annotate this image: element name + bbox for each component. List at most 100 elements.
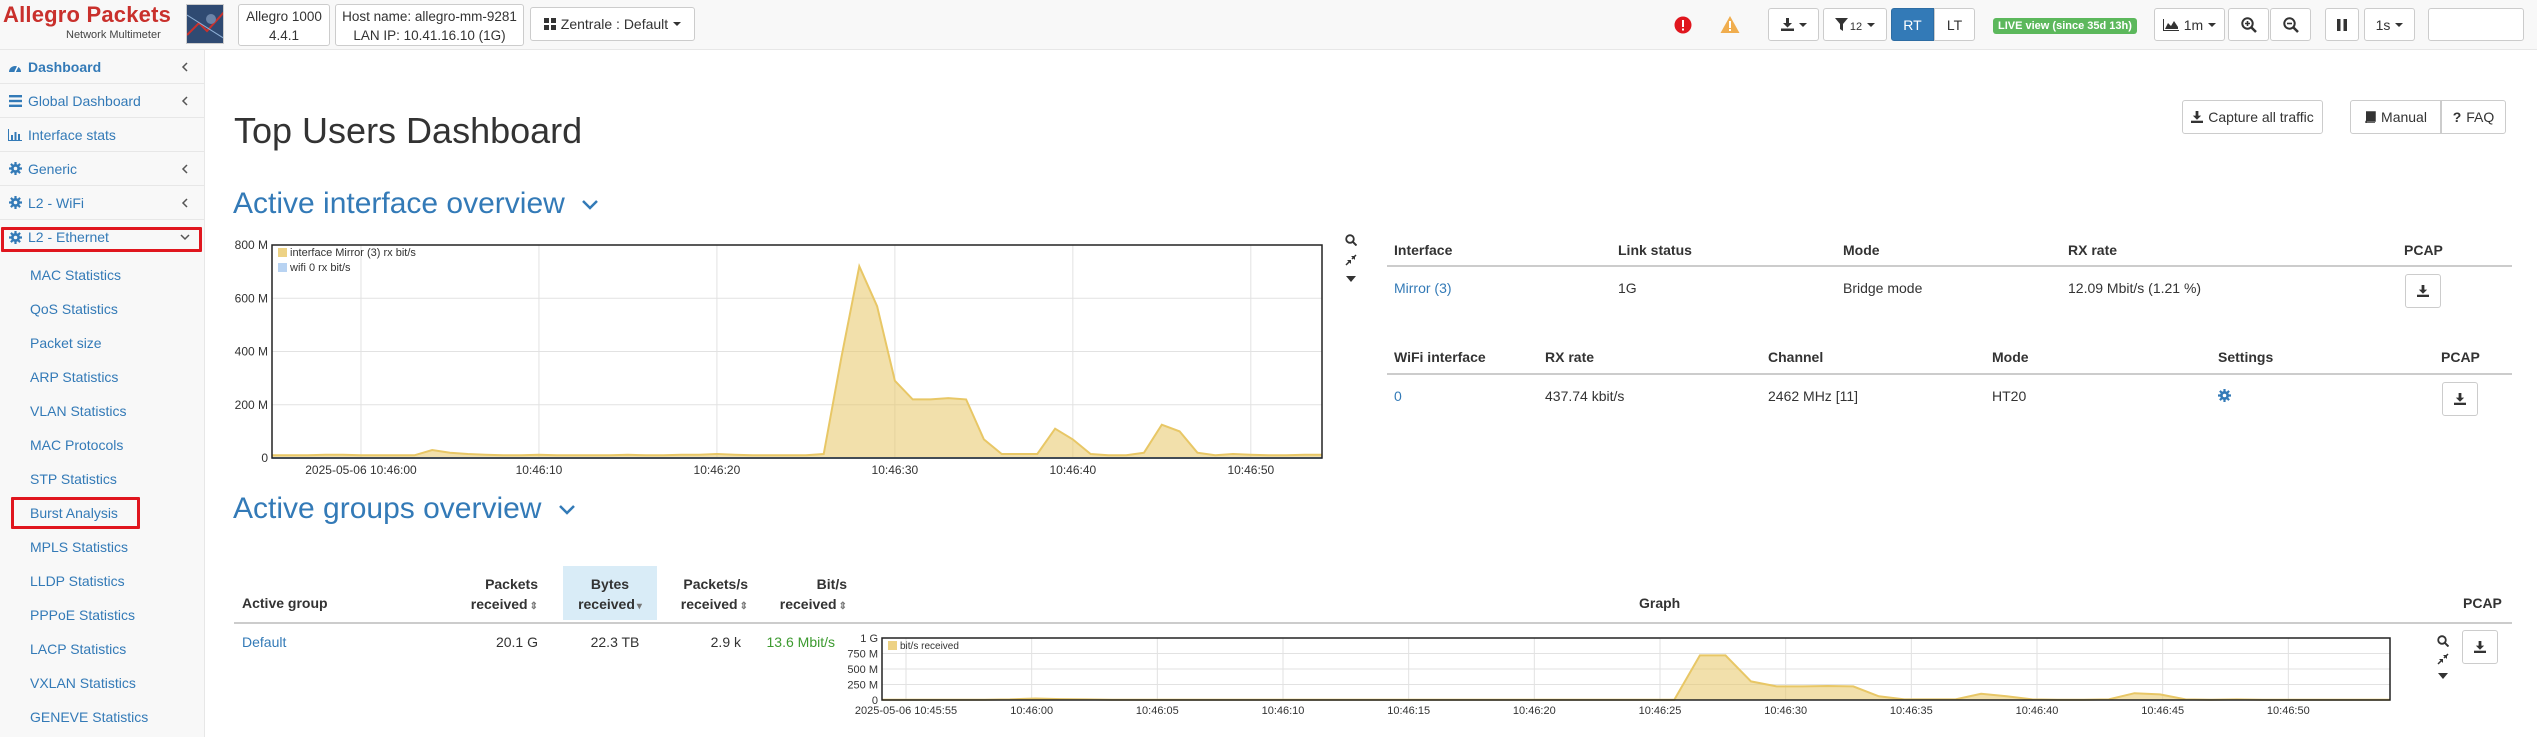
logo-title[interactable]: Allegro Packets <box>3 2 172 27</box>
sidebar-item-global-dashboard[interactable]: Global Dashboard <box>0 84 204 118</box>
time-range-selector[interactable]: 1m <box>2154 8 2225 41</box>
col-header-bytes-received[interactable]: Bytes received ▾ <box>563 574 657 617</box>
sidebar-subitem-burst-analysis[interactable]: Burst Analysis <box>30 505 118 521</box>
download-menu-button[interactable] <box>1768 8 1819 41</box>
chevron-down-icon <box>2208 22 2217 27</box>
device-model: Allegro 1000 <box>246 9 322 24</box>
manual-button[interactable]: Manual <box>2350 100 2441 134</box>
col-header-link-status: Link status <box>1618 242 1692 258</box>
col-header-packets-received[interactable]: Packets received ⇕ <box>465 574 538 617</box>
x-tick-label: 2025-05-06 10:45:55 <box>855 705 957 717</box>
col-header-pcap: PCAP <box>2404 242 2443 258</box>
chart-compress-icon[interactable] <box>1345 254 1357 266</box>
header-line: Packets/s <box>683 576 748 592</box>
x-tick-label: 2025-05-06 10:46:00 <box>305 463 417 477</box>
zoom-out-icon <box>2282 16 2299 33</box>
col-header-bits-per-second[interactable]: Bit/s received ⇕ <box>765 574 847 617</box>
sidebar-item-interface-stats[interactable]: Interface stats <box>0 118 204 152</box>
grid-icon <box>543 18 556 30</box>
sidebar-subitem-mpls-statistics[interactable]: MPLS Statistics <box>30 539 129 555</box>
bar-chart-icon <box>8 128 22 142</box>
refresh-interval-selector[interactable]: 1s <box>2364 8 2415 41</box>
sidebar-subitem-stp-statistics[interactable]: STP Statistics <box>30 471 117 487</box>
wifi-interface-link[interactable]: 0 <box>1394 388 1402 404</box>
interface-link-mirror[interactable]: Mirror (3) <box>1394 280 1452 296</box>
refresh-interval-label: 1s <box>2375 16 2391 33</box>
col-header-wifi-rx-rate: RX rate <box>1545 349 1595 365</box>
wifi-pcap-download-button[interactable] <box>2442 382 2478 416</box>
sidebar-subitem-geneve-statistics[interactable]: GENEVE Statistics <box>30 709 149 725</box>
sidebar-item-l2-wifi[interactable]: L2 - WiFi <box>0 186 204 220</box>
device-logo-image <box>186 4 224 44</box>
group-pcap-download-button[interactable] <box>2462 630 2498 664</box>
zoom-in-button[interactable] <box>2228 8 2269 41</box>
zone-selector[interactable]: Zentrale : Default <box>530 7 695 41</box>
sidebar-subitem-pppoe-statistics[interactable]: PPPoE Statistics <box>30 607 136 623</box>
group-link-default[interactable]: Default <box>242 634 287 650</box>
chart-zoom-icon[interactable] <box>2437 635 2449 647</box>
gear-icon <box>8 196 22 210</box>
chevron-left-icon <box>178 94 192 108</box>
header-line: received <box>779 596 837 612</box>
chart-compress-icon[interactable] <box>2437 653 2449 665</box>
sidebar-subitem-mac-statistics[interactable]: MAC Statistics <box>30 267 122 283</box>
faq-button[interactable]: ? FAQ <box>2441 100 2506 134</box>
sidebar-subitem-qos-statistics[interactable]: QoS Statistics <box>30 301 118 317</box>
col-header-wifi-pcap: PCAP <box>2441 349 2480 365</box>
legend-label: wifi 0 rx bit/s <box>289 262 351 274</box>
interface-link-status: 1G <box>1618 280 1637 296</box>
download-icon <box>2191 111 2204 123</box>
y-tick-label: 400 M <box>235 345 268 359</box>
interface-pcap-download-button[interactable] <box>2405 274 2441 308</box>
col-header-active-group: Active group <box>242 595 328 611</box>
live-view-badge: LIVE view (since 35d 13h) <box>1993 18 2137 34</box>
chart-zoom-icon[interactable] <box>1345 234 1357 246</box>
sidebar-subitem-lacp-statistics[interactable]: LACP Statistics <box>30 641 127 657</box>
error-alert-icon[interactable] <box>1674 16 1692 34</box>
plot-border <box>271 244 1323 459</box>
capture-all-traffic-button[interactable]: Capture all traffic <box>2182 100 2323 134</box>
faq-label: FAQ <box>2466 109 2495 125</box>
sidebar-subitem-mac-protocols[interactable]: MAC Protocols <box>30 437 124 453</box>
sidebar-subitem-vxlan-statistics[interactable]: VXLAN Statistics <box>30 675 136 691</box>
sidebar-item-dashboard[interactable]: Dashboard <box>0 50 204 84</box>
sidebar-item-generic[interactable]: Generic <box>0 152 204 186</box>
wifi-channel: 2462 MHz [11] <box>1768 388 1859 404</box>
host-name: Host name: allegro-mm-9281 <box>342 9 517 24</box>
interface-overview-title[interactable]: Active interface overview <box>233 187 599 221</box>
col-header-packets-per-second[interactable]: Packets/s received ⇕ <box>663 574 748 617</box>
pause-button[interactable] <box>2325 8 2359 41</box>
legend-swatch <box>888 641 897 650</box>
series-line <box>272 263 1322 457</box>
sidebar-item-l2-ethernet[interactable]: L2 - Ethernet <box>0 220 204 254</box>
zoom-out-button[interactable] <box>2270 8 2311 41</box>
longterm-toggle-button[interactable]: LT <box>1934 8 1975 41</box>
col-header-rx-rate: RX rate <box>2068 242 2118 258</box>
wifi-settings-gear-icon[interactable] <box>2218 389 2231 402</box>
header-line: received <box>578 596 635 612</box>
col-header-wifi-interface: WiFi interface <box>1394 349 1486 365</box>
interface-traffic-chart[interactable]: 0 200 M 400 M 600 M 800 M 2025-05-06 10:46:00… <box>205 235 1335 520</box>
x-tick-label: 10:46:10 <box>516 463 563 477</box>
sidebar-item-label: Global Dashboard <box>28 92 141 109</box>
search-input[interactable] <box>2428 8 2524 41</box>
table-divider <box>1387 373 2512 375</box>
question-icon: ? <box>2452 109 2462 125</box>
y-tick-label: 750 M <box>847 649 878 661</box>
chart-menu-caret-icon[interactable] <box>1345 275 1357 283</box>
sidebar-subitem-packet-size[interactable]: Packet size <box>30 335 102 351</box>
chevron-down-icon <box>581 199 599 211</box>
groups-overview-title[interactable]: Active groups overview <box>233 492 576 526</box>
filter-menu-button[interactable]: 12 <box>1823 8 1887 41</box>
sidebar-subitem-lldp-statistics[interactable]: LLDP Statistics <box>30 573 125 589</box>
chart-menu-caret-icon[interactable] <box>2437 672 2449 680</box>
sidebar-subitem-arp-statistics[interactable]: ARP Statistics <box>30 369 119 385</box>
chevron-down-icon <box>1867 22 1876 27</box>
time-range-label: 1m <box>2183 16 2204 33</box>
group-traffic-chart[interactable]: 0 250 M 500 M 750 M 1 G 2025-05-06 10:45:55 10… <box>845 633 2410 737</box>
col-header-settings: Settings <box>2218 349 2274 365</box>
sidebar-subitem-vlan-statistics[interactable]: VLAN Statistics <box>30 403 127 419</box>
realtime-toggle-button[interactable]: RT <box>1891 8 1934 41</box>
group-packets-per-second: 2.9 k <box>710 634 741 650</box>
warning-alert-icon[interactable] <box>1720 15 1740 34</box>
